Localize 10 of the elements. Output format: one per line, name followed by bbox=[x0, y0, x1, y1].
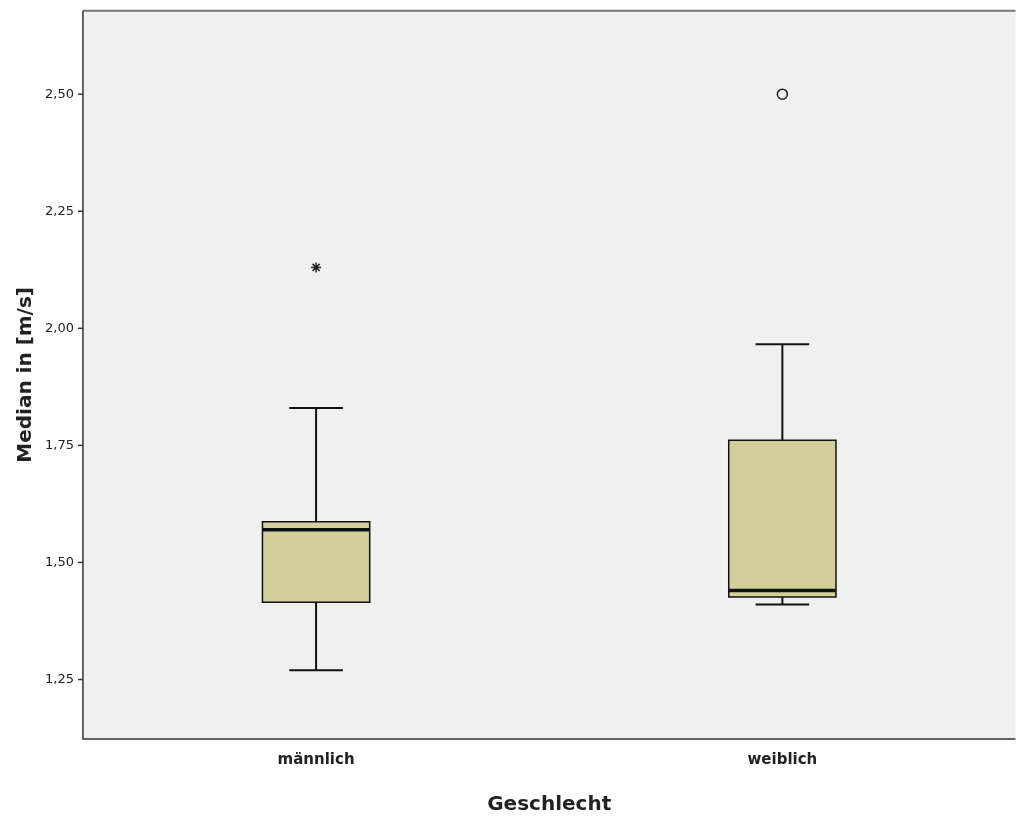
y-tick-label: 2,25 bbox=[44, 202, 74, 218]
x-axis-title: Geschlecht bbox=[487, 791, 612, 816]
y-tick-label: 1,50 bbox=[44, 553, 74, 569]
x-tick-label: männlich bbox=[277, 749, 355, 768]
y-tick-label: 1,75 bbox=[44, 436, 74, 452]
y-tick-label: 2,50 bbox=[44, 85, 74, 101]
x-tick-label: weiblich bbox=[747, 749, 818, 768]
y-tick-label: 2,00 bbox=[44, 319, 74, 335]
y-axis-title: Median in [m/s] bbox=[12, 287, 37, 463]
y-tick-label: 1,25 bbox=[44, 670, 74, 686]
